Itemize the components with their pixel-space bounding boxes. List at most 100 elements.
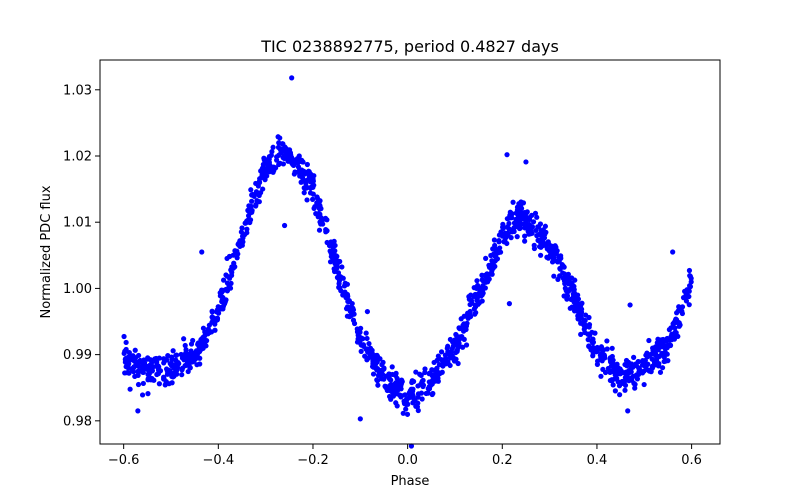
data-point [600, 347, 606, 353]
data-point [475, 301, 481, 307]
data-point [264, 161, 270, 167]
data-point [651, 359, 658, 366]
data-point [610, 364, 617, 370]
data-point [447, 336, 453, 343]
data-point [170, 348, 176, 354]
data-point [363, 330, 369, 336]
data-point [662, 345, 668, 351]
x-tick-label: 0.6 [681, 453, 702, 468]
data-point [534, 214, 540, 220]
data-point [586, 331, 592, 338]
data-point [500, 221, 506, 227]
data-point [170, 374, 176, 380]
data-point [123, 339, 129, 346]
data-point [285, 158, 291, 164]
data-point [358, 348, 364, 354]
data-point [156, 367, 162, 374]
data-point [304, 197, 310, 203]
data-point [642, 357, 648, 364]
data-point [135, 408, 141, 414]
data-point [253, 180, 259, 187]
data-point [127, 357, 133, 363]
y-tick-label: 1.01 [63, 216, 92, 231]
data-point [193, 348, 200, 354]
data-point [369, 350, 375, 356]
data-point [551, 273, 557, 279]
x-tick-label: 0.0 [397, 453, 418, 468]
data-point [348, 312, 354, 319]
y-tick-label: 0.98 [63, 414, 92, 429]
data-point [551, 255, 557, 261]
data-point [304, 161, 310, 168]
data-point [370, 361, 376, 367]
y-tick-label: 0.99 [63, 348, 92, 363]
data-point [197, 355, 203, 361]
data-point [299, 159, 305, 165]
data-point [652, 344, 659, 350]
data-point [517, 225, 524, 231]
data-point [473, 309, 479, 316]
y-tick-label: 1.02 [63, 150, 92, 165]
data-point [622, 387, 628, 393]
data-point [634, 376, 641, 382]
data-point [616, 369, 622, 375]
data-point [649, 365, 656, 371]
x-tick-label: 0.4 [587, 453, 608, 468]
data-point [179, 365, 186, 371]
data-point [344, 281, 351, 287]
data-point [248, 187, 254, 193]
data-point [389, 371, 396, 378]
data-point [422, 366, 428, 372]
data-point [149, 377, 156, 383]
data-point [629, 377, 635, 383]
data-point [362, 353, 368, 359]
data-point [663, 351, 669, 357]
data-point [686, 302, 692, 308]
data-point [125, 361, 131, 368]
data-point [511, 228, 517, 235]
data-point [551, 250, 557, 257]
data-point [306, 173, 312, 179]
data-point [491, 251, 497, 257]
data-point [145, 376, 151, 382]
data-point [238, 229, 244, 235]
data-point [455, 340, 461, 346]
data-point [568, 280, 574, 286]
data-point [674, 310, 680, 316]
data-point [585, 337, 591, 343]
data-point [684, 287, 690, 293]
data-point [625, 359, 632, 365]
data-point [306, 168, 312, 174]
data-point [566, 286, 573, 293]
data-point [337, 285, 343, 291]
data-point [457, 326, 463, 332]
data-point [360, 336, 366, 342]
data-point [480, 283, 486, 289]
data-point [185, 368, 191, 375]
data-point [280, 161, 287, 167]
data-point [665, 342, 672, 348]
data-point [463, 323, 470, 329]
data-point [230, 252, 236, 258]
data-point [505, 231, 511, 238]
data-point [310, 196, 316, 202]
data-point [249, 192, 255, 198]
data-point [496, 239, 502, 245]
data-point [135, 368, 142, 374]
data-point [289, 160, 295, 166]
x-tick-label: −0.2 [297, 453, 329, 468]
data-point [130, 353, 136, 359]
data-point [374, 378, 381, 384]
data-points [121, 75, 694, 449]
data-point [636, 365, 642, 371]
data-point [498, 231, 504, 237]
data-point [224, 255, 230, 262]
data-point [280, 141, 286, 147]
data-point [146, 367, 152, 373]
data-point [220, 294, 226, 301]
data-point [445, 359, 451, 365]
data-point [625, 408, 631, 414]
data-point [253, 203, 259, 209]
data-point [661, 358, 667, 365]
